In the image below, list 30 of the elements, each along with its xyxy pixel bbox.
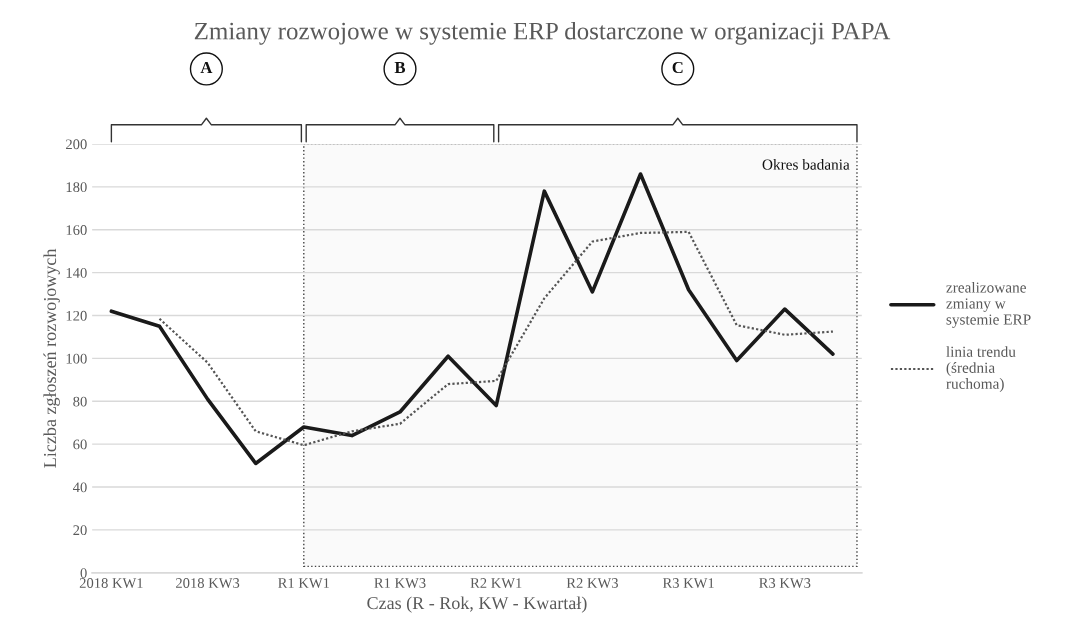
legend-label: zrealizowane zmiany w systemie ERP bbox=[946, 281, 1031, 328]
x-tick-label: 2018 KW1 bbox=[79, 578, 143, 588]
x-tick-label: R2 KW1 bbox=[470, 578, 522, 588]
x-axis-title: Czas (R - Rok, KW - Kwartał) bbox=[367, 596, 587, 613]
line-series bbox=[158, 230, 835, 447]
y-tick-label: 100 bbox=[66, 353, 87, 364]
x-tick-label: R2 KW3 bbox=[566, 578, 618, 588]
legend-label: linia trendu (średnia ruchoma) bbox=[946, 346, 1016, 392]
y-tick-label: 200 bbox=[66, 139, 87, 150]
x-tick-label: R1 KW1 bbox=[278, 578, 330, 588]
x-tick-label: R1 KW3 bbox=[374, 578, 426, 588]
x-tick-label: R3 KW1 bbox=[662, 578, 714, 588]
text: A bbox=[200, 61, 213, 73]
y-tick-label: 40 bbox=[72, 482, 87, 493]
y-tick-label: 0 bbox=[80, 568, 87, 578]
y-axis-title: Liczba zgłoszeń rozwojowych bbox=[43, 248, 60, 468]
text: C bbox=[672, 61, 683, 74]
y-tick-label: 80 bbox=[73, 396, 87, 407]
x-tick-label: 2018 KW3 bbox=[176, 578, 240, 588]
chart-title: Zmiany rozwojowe w systemie ERP dostarczone w organizacji PAPA bbox=[194, 21, 891, 45]
y-tick-label: 60 bbox=[73, 439, 87, 450]
y-tick-label: 120 bbox=[66, 310, 87, 321]
x-tick-label: R3 KW3 bbox=[759, 578, 811, 588]
y-tick-label: 180 bbox=[66, 182, 87, 193]
text: B bbox=[394, 62, 406, 73]
y-tick-label: 20 bbox=[73, 525, 87, 536]
line-series bbox=[109, 172, 835, 466]
y-tick-label: 160 bbox=[66, 225, 87, 235]
annotation: Okres badania bbox=[762, 158, 850, 170]
y-tick-label: 140 bbox=[66, 267, 87, 278]
